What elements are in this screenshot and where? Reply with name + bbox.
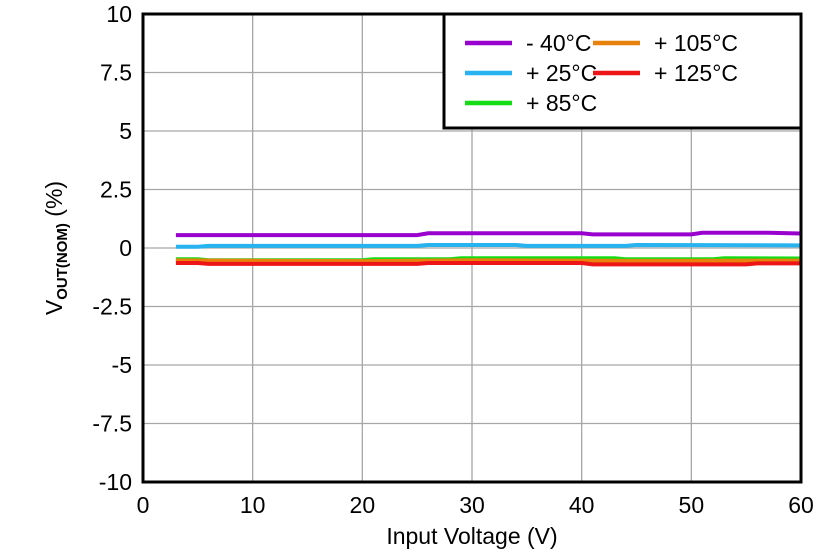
x-axis-title: Input Voltage (V) (386, 523, 557, 549)
y-axis-title: VOUT(NOM) (%) (41, 181, 71, 315)
series-line-plus-105c (175, 258, 802, 264)
y-tick-label: 0 (119, 235, 132, 261)
y-tick-label: 2.5 (100, 177, 132, 203)
y-tick-label: 5 (119, 118, 132, 144)
y-tick-label: 7.5 (100, 60, 132, 86)
y-tick-label: -2.5 (92, 294, 132, 320)
x-tick-label: 0 (137, 492, 150, 518)
legend-label-plus-85c: + 85°C (526, 90, 597, 116)
legend-label-plus-125c: + 125°C (654, 60, 738, 86)
y-tick-label: -7.5 (92, 411, 132, 437)
x-tick-label: 20 (350, 492, 376, 518)
y-tick-label: 10 (106, 1, 132, 27)
legend-label-plus-105c: + 105°C (654, 30, 738, 56)
x-tick-label: 30 (459, 492, 485, 518)
legend-label-minus-40c: - 40°C (526, 30, 591, 56)
series-line-plus-25c (175, 242, 802, 249)
series-line-plus-125c (175, 261, 801, 267)
x-tick-label: 50 (679, 492, 705, 518)
x-tick-label: 40 (569, 492, 595, 518)
x-tick-label: 10 (240, 492, 266, 518)
x-tick-label: 60 (788, 492, 814, 518)
y-tick-label: -10 (99, 469, 132, 495)
y-tick-label: -5 (112, 352, 132, 378)
legend-label-plus-25c: + 25°C (526, 60, 597, 86)
series-line-minus-40c (175, 230, 802, 238)
